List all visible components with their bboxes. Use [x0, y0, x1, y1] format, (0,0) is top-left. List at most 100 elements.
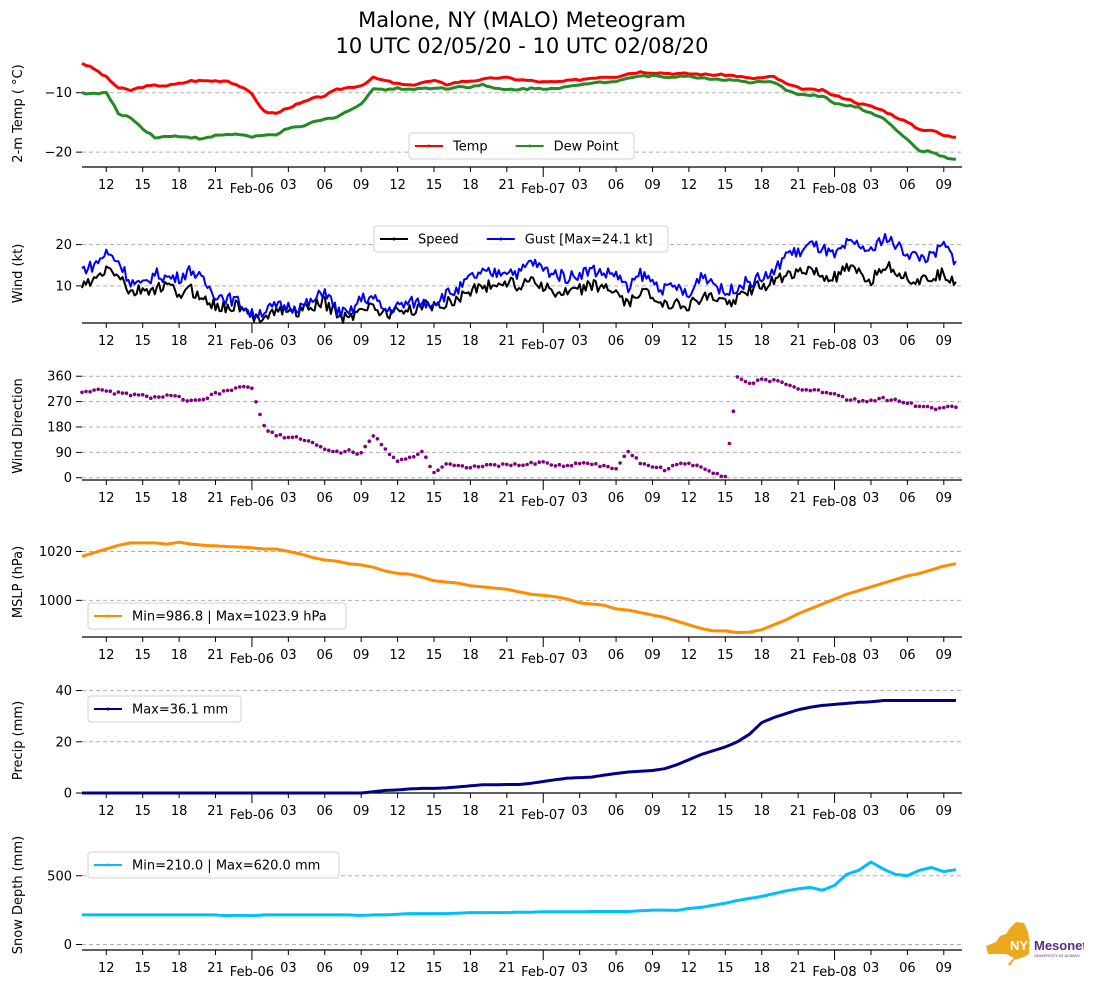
x-tick-label: 09 [353, 804, 370, 819]
data-point [590, 462, 594, 467]
x-tick-label: 18 [753, 491, 770, 506]
y-tick-label: 10 [55, 279, 72, 294]
data-point [816, 388, 821, 392]
x-tick-label-date: Feb-06 [230, 808, 274, 823]
data-point [472, 464, 477, 468]
data-point [537, 460, 541, 465]
y-tick-label: 40 [55, 684, 72, 699]
x-tick-label-date: Feb-07 [521, 808, 565, 823]
panel-snow: 0 500 Snow Depth (mm) 12 15 18 21 Feb-06 03 06 09 1… [11, 836, 962, 980]
data-point [703, 467, 707, 472]
data-point [889, 398, 893, 402]
x-tick-label: 09 [644, 648, 661, 663]
data-point [954, 405, 958, 410]
data-point [913, 404, 918, 409]
data-point [622, 454, 626, 459]
x-tick-label: 18 [753, 178, 770, 193]
x-tick-label: 03 [863, 804, 880, 819]
legend: Temp Dew Point [408, 132, 635, 160]
data-point [209, 392, 214, 397]
nys-mesonet-logo: NYS Mesonet UNIVERSITY AT ALBANY [984, 920, 1087, 968]
data-point [169, 393, 173, 398]
new-york-state-icon [986, 922, 1030, 966]
data-point [937, 406, 942, 410]
data-point [670, 463, 675, 468]
data-point [529, 460, 533, 465]
x-tick-label: 03 [863, 334, 880, 349]
legend-marker [499, 237, 503, 241]
x-tick-label-date: Feb-08 [812, 182, 856, 197]
legend: Min=986.8 | Max=1023.9 hPa [87, 602, 347, 630]
y-tick-label: −20 [45, 146, 72, 161]
x-tick-label: 12 [98, 334, 115, 349]
data-point [715, 471, 719, 476]
series-line-temp [81, 61, 956, 139]
series-wind-direction [80, 375, 958, 479]
y-tick-label: 20 [55, 238, 72, 253]
x-tick-label: 12 [98, 961, 115, 976]
x-tick-label: 12 [98, 804, 115, 819]
x-tick-label: 15 [717, 178, 734, 193]
x-tick-label: 03 [571, 491, 588, 506]
data-point [707, 469, 711, 473]
data-point [857, 399, 861, 404]
y-tick-label: 0 [64, 787, 72, 802]
data-point [792, 385, 796, 389]
data-point [573, 461, 578, 466]
data-point [84, 389, 88, 394]
x-tick-label-date: Feb-06 [230, 495, 274, 510]
x-tick-label: 15 [426, 178, 443, 193]
x-tick-label: 03 [863, 491, 880, 506]
data-point [776, 379, 780, 383]
x-tick-label: 09 [644, 334, 661, 349]
data-point [788, 383, 792, 388]
x-tick-label: 15 [134, 804, 151, 819]
data-point [225, 388, 230, 393]
data-point [824, 390, 829, 395]
x-tick-label: 21 [207, 804, 224, 819]
x-tick-label: 12 [681, 178, 698, 193]
x-tick-label: 12 [681, 961, 698, 976]
x-tick-label: 09 [936, 961, 953, 976]
x-tick-label: 18 [171, 334, 188, 349]
x-tick-label: 06 [316, 804, 333, 819]
x-tick-label: 09 [353, 961, 370, 976]
data-point [436, 468, 440, 473]
y-axis-label: Wind (kt) [11, 244, 26, 304]
data-point [666, 466, 671, 471]
data-point [294, 435, 299, 439]
x-tick-label: 21 [499, 334, 516, 349]
data-point [909, 401, 914, 405]
x-tick-label: 12 [681, 491, 698, 506]
x-tick-label: 15 [717, 961, 734, 976]
data-point [92, 388, 96, 392]
data-point [444, 462, 448, 466]
data-point [662, 468, 667, 473]
data-point [905, 401, 910, 406]
data-point [379, 442, 384, 447]
legend-marker [528, 144, 532, 148]
x-tick-label: 18 [171, 804, 188, 819]
data-point [747, 381, 752, 386]
x-tick-label: 06 [608, 178, 625, 193]
x-tick-label: 06 [608, 648, 625, 663]
data-point [282, 436, 287, 440]
panel-precip: 0 20 40 Precip (mm) 12 15 18 21 Feb-06 03 06 09 12 15… [11, 684, 962, 823]
data-point [602, 463, 606, 468]
data-point [488, 462, 493, 467]
data-point [755, 378, 760, 383]
data-point [638, 461, 643, 466]
data-point [266, 429, 270, 433]
y-tick-label: 20 [55, 735, 72, 750]
data-point [201, 397, 206, 402]
x-tick-label-date: Feb-07 [521, 182, 565, 197]
series-line-dew-point [81, 73, 957, 161]
legend-box [87, 695, 242, 723]
x-tick-label-date: Feb-06 [230, 652, 274, 667]
y-tick-label: 360 [47, 370, 72, 385]
data-point [112, 392, 117, 396]
x-tick-label-date: Feb-07 [521, 652, 565, 667]
data-point [108, 389, 113, 394]
data-point [428, 464, 432, 469]
x-tick-label: 12 [389, 648, 406, 663]
